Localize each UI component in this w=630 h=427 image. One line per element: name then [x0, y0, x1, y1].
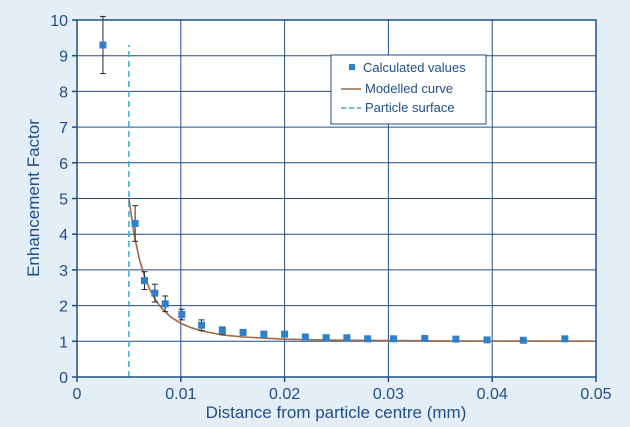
y-tick-label: 8: [59, 84, 68, 101]
data-point: [322, 334, 330, 342]
data-point: [483, 336, 491, 344]
y-tick-label: 0: [59, 370, 68, 387]
data-point: [519, 336, 527, 344]
x-tick-label: 0: [73, 386, 82, 403]
x-tick-label: 0.02: [269, 386, 300, 403]
y-tick-labels: 0 1 2 3 4 5 6 7 8 9 10: [50, 13, 68, 387]
legend-marker-calculated-values: [349, 64, 355, 70]
data-point: [161, 300, 169, 308]
x-tick-label: 0.05: [580, 386, 611, 403]
legend-label-modelled-curve: Modelled curve: [365, 81, 453, 96]
data-point: [178, 311, 186, 319]
x-tick-label: 0.03: [373, 386, 404, 403]
data-point: [151, 289, 159, 297]
x-tick-label: 0.04: [477, 386, 508, 403]
y-tick-label: 7: [59, 120, 68, 137]
x-axis-title: Distance from particle centre (mm): [206, 403, 467, 422]
data-point: [218, 327, 226, 335]
y-axis-title: Enhancement Factor: [24, 119, 43, 277]
y-tick-label: 10: [50, 13, 68, 30]
x-tick-label: 0.01: [165, 386, 196, 403]
calculated-values: [99, 15, 569, 344]
data-point: [131, 219, 139, 227]
y-tick-label: 6: [59, 156, 68, 173]
legend-label-particle-surface: Particle surface: [365, 100, 455, 115]
axis-ticks: [72, 19, 597, 382]
y-tick-label: 2: [59, 299, 68, 316]
data-point: [198, 321, 206, 329]
data-point: [99, 41, 107, 49]
data-point: [239, 328, 247, 336]
data-point: [390, 335, 398, 343]
data-point: [364, 335, 372, 343]
data-point: [343, 334, 351, 342]
y-tick-label: 9: [59, 49, 68, 66]
data-point: [301, 333, 309, 341]
legend-label-calculated-values: Calculated values: [363, 60, 466, 75]
x-tick-labels: 0 0.01 0.02 0.03 0.04 0.05: [73, 386, 612, 403]
data-point: [421, 334, 429, 342]
data-point: [260, 330, 268, 338]
y-tick-label: 4: [59, 227, 68, 244]
data-point: [561, 335, 569, 343]
data-point: [140, 277, 148, 285]
legend: Calculated values Modelled curve Particl…: [330, 54, 487, 125]
y-tick-label: 3: [59, 263, 68, 280]
y-tick-label: 5: [59, 192, 68, 209]
data-point: [281, 330, 289, 338]
y-tick-label: 1: [59, 334, 68, 351]
data-point: [452, 335, 460, 343]
